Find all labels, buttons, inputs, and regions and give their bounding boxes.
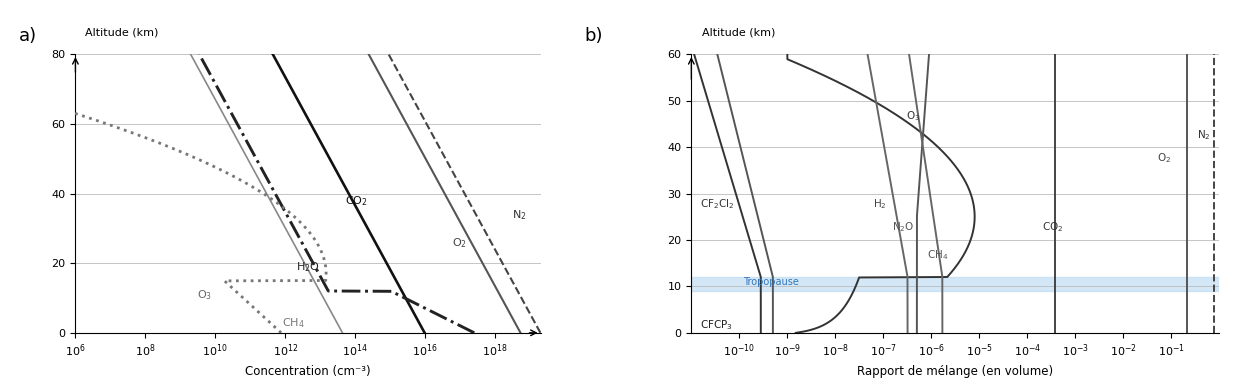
Text: H$_2$: H$_2$ — [872, 197, 886, 211]
Bar — [691, 277, 1219, 291]
Text: N$_2$: N$_2$ — [1198, 128, 1210, 142]
Text: N$_2$O: N$_2$O — [891, 221, 914, 235]
Text: CO$_2$: CO$_2$ — [344, 194, 367, 208]
Text: CFCP$_3$: CFCP$_3$ — [700, 318, 733, 332]
Text: CF$_2$Cl$_2$: CF$_2$Cl$_2$ — [700, 197, 734, 211]
Text: b): b) — [585, 27, 603, 45]
Text: O$_3$: O$_3$ — [906, 109, 920, 123]
Text: O$_2$: O$_2$ — [453, 236, 468, 250]
Text: CH$_4$: CH$_4$ — [926, 248, 948, 262]
Text: a): a) — [19, 27, 36, 45]
Text: O$_2$: O$_2$ — [1156, 151, 1172, 165]
Text: CO$_2$: CO$_2$ — [1042, 221, 1063, 235]
Text: Altitude (km): Altitude (km) — [84, 27, 158, 38]
Text: N$_2$: N$_2$ — [512, 208, 527, 222]
X-axis label: Concentration (cm⁻³): Concentration (cm⁻³) — [245, 365, 371, 378]
Text: Altitude (km): Altitude (km) — [701, 27, 776, 38]
Text: Tropopause: Tropopause — [743, 277, 799, 287]
Text: O$_3$: O$_3$ — [197, 288, 212, 302]
Text: CH$_4$: CH$_4$ — [282, 316, 304, 330]
Text: H$_2$O: H$_2$O — [295, 260, 319, 274]
X-axis label: Rapport de mélange (en volume): Rapport de mélange (en volume) — [857, 365, 1053, 378]
